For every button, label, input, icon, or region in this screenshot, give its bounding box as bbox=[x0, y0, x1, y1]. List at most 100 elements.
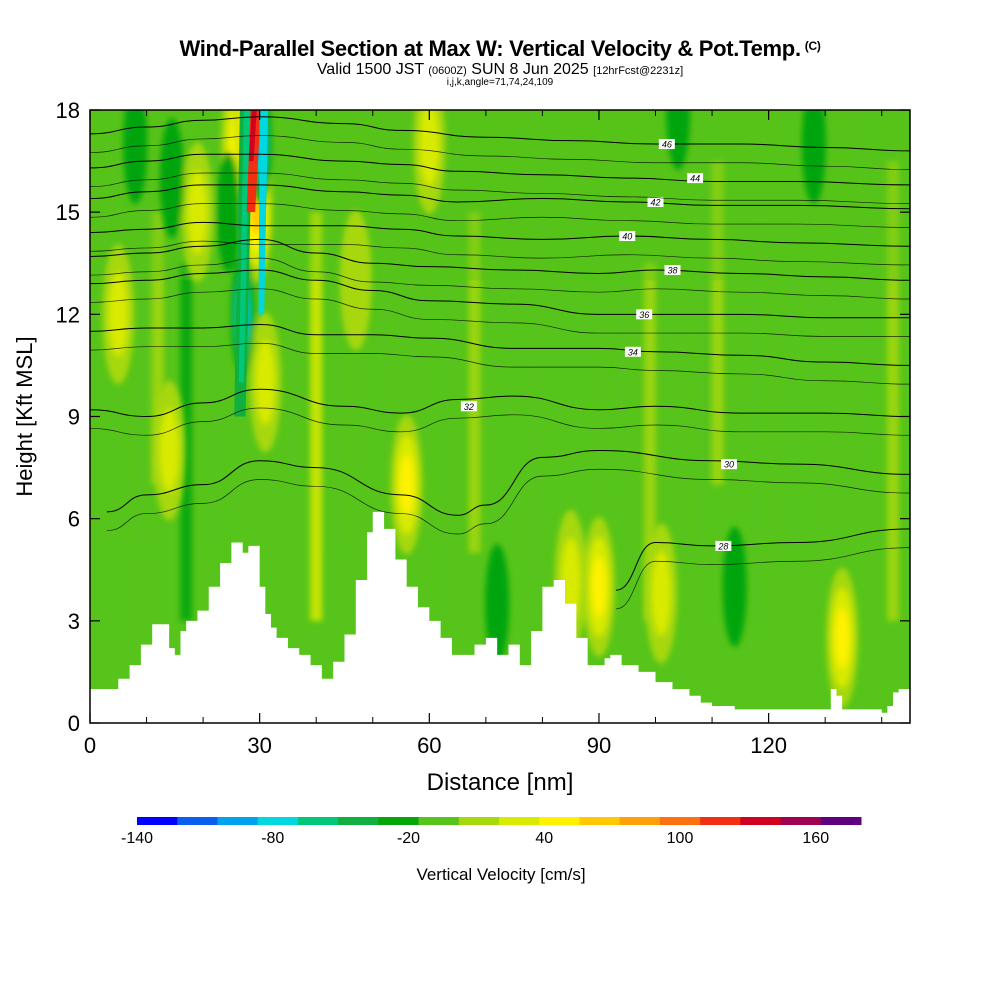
copyright-mark: (C) bbox=[804, 39, 821, 53]
isentrope-44 bbox=[90, 153, 910, 186]
colorbar-swatch bbox=[700, 817, 741, 825]
isentrope-minor bbox=[90, 342, 910, 385]
colorbar-swatch bbox=[378, 817, 420, 825]
colorbar-swatch bbox=[177, 817, 218, 825]
downdraft-cell bbox=[160, 118, 184, 239]
colorbar-tick-label: 160 bbox=[802, 830, 829, 847]
colorbar-swatch bbox=[659, 817, 701, 825]
y-tick-label: 18 bbox=[56, 98, 80, 123]
updraft-cell bbox=[561, 537, 581, 622]
downdraft-cyan bbox=[258, 110, 269, 315]
streak bbox=[180, 263, 193, 621]
y-axis-label: Height [Kft MSL] bbox=[12, 336, 37, 496]
streak bbox=[615, 212, 628, 485]
updraft-cell bbox=[651, 551, 671, 636]
isentrope-38 bbox=[90, 238, 910, 281]
isentrope-minor bbox=[90, 407, 910, 436]
isentrope-minor bbox=[90, 135, 910, 170]
downdraft-cell bbox=[722, 526, 747, 647]
streak bbox=[440, 161, 453, 621]
isentrope-label: 32 bbox=[464, 402, 474, 412]
isentrope-36 bbox=[90, 269, 910, 319]
colorbar-swatch bbox=[780, 817, 822, 825]
colorbar: -140 -80 -20 40 100 160 bbox=[121, 817, 862, 847]
colorbar-tick-label: 100 bbox=[667, 830, 694, 847]
x-tick-label: 90 bbox=[587, 733, 611, 758]
y-tick-label: 0 bbox=[68, 711, 80, 736]
isentrope-label-box bbox=[624, 346, 641, 357]
isentrope-label: 30 bbox=[724, 460, 734, 470]
downdraft-cell bbox=[216, 152, 241, 273]
isentrope-label-box bbox=[636, 309, 653, 320]
downdraft-cell bbox=[666, 110, 691, 170]
isentropes: 28 30 32 34 36 38 40 42 44 46 bbox=[90, 116, 910, 610]
streak bbox=[570, 161, 583, 553]
colorbar-swatch bbox=[619, 817, 661, 825]
valid-time: Valid 1500 JST (0600Z) SUN 8 Jun 2025 [1… bbox=[316, 61, 684, 78]
updraft-cell bbox=[159, 408, 179, 493]
isentrope-minor bbox=[90, 203, 910, 228]
y-tick-label: 12 bbox=[56, 302, 80, 327]
colorbar-swatch bbox=[458, 817, 500, 825]
chart-title: Wind-Parallel Section at Max W: Vertical… bbox=[179, 36, 821, 61]
isentrope-label-box bbox=[664, 265, 681, 276]
streak bbox=[310, 212, 323, 621]
streak bbox=[332, 263, 345, 553]
colorbar-swatch bbox=[217, 817, 259, 825]
isentrope-40 bbox=[90, 221, 910, 247]
streak bbox=[502, 263, 515, 485]
colorbar-swatch bbox=[297, 817, 339, 825]
grid-indices: i,j,k,angle=71,74,24,109 bbox=[446, 77, 554, 88]
isentrope-label: 40 bbox=[622, 232, 632, 242]
colorbar-swatch bbox=[418, 817, 460, 825]
isentrope-42 bbox=[90, 184, 910, 210]
terrain-mask bbox=[90, 511, 910, 723]
colorbar-swatch bbox=[539, 817, 580, 825]
colorbar-swatch bbox=[579, 817, 621, 825]
isentrope-label: 44 bbox=[690, 174, 700, 184]
colorbar-swatch bbox=[257, 817, 299, 825]
isentrope-label: 46 bbox=[662, 140, 672, 150]
updraft-cell bbox=[399, 454, 414, 515]
isentrope-minor bbox=[90, 288, 910, 337]
y-tick-label: 3 bbox=[68, 609, 80, 634]
colorbar-tick-label: -20 bbox=[397, 830, 420, 847]
isentrope-label-box bbox=[658, 139, 675, 150]
isentrope-label: 38 bbox=[667, 266, 677, 276]
colorbar-tick-label: -140 bbox=[121, 830, 153, 847]
isentrope-minor bbox=[615, 547, 910, 610]
isentrope-label-box bbox=[647, 196, 664, 207]
streak bbox=[711, 161, 724, 485]
updraft-cell bbox=[187, 170, 208, 255]
streak bbox=[134, 161, 147, 553]
isentrope-34 bbox=[90, 324, 910, 366]
isentrope-label: 34 bbox=[628, 347, 638, 357]
streak bbox=[694, 110, 707, 553]
isentrope-label-box bbox=[721, 459, 738, 470]
updraft-cell bbox=[592, 556, 606, 617]
isentrope-label: 42 bbox=[651, 197, 661, 207]
isentrope-label-box bbox=[687, 173, 704, 184]
updraft-cell bbox=[255, 340, 275, 425]
streak bbox=[785, 263, 798, 553]
isentrope-label-box bbox=[715, 540, 732, 551]
isentrope-label: 28 bbox=[717, 541, 728, 551]
streak bbox=[287, 161, 300, 485]
x-tick-label: 0 bbox=[84, 733, 96, 758]
streak bbox=[643, 263, 656, 621]
streak bbox=[378, 110, 391, 485]
y-tick-label: 15 bbox=[56, 200, 80, 225]
isentrope-46 bbox=[90, 116, 910, 152]
streak bbox=[530, 110, 543, 621]
y-tick-label: 9 bbox=[68, 405, 80, 430]
updraft-cell bbox=[108, 272, 128, 357]
x-axis-label: Distance [nm] bbox=[427, 769, 574, 796]
isentrope-label-box bbox=[619, 231, 636, 242]
colorbar-swatch bbox=[740, 817, 782, 825]
isentrope-minor bbox=[90, 257, 910, 300]
streak bbox=[468, 212, 481, 553]
isentrope-minor bbox=[106, 468, 910, 535]
downdraft-core-inner bbox=[238, 110, 251, 383]
